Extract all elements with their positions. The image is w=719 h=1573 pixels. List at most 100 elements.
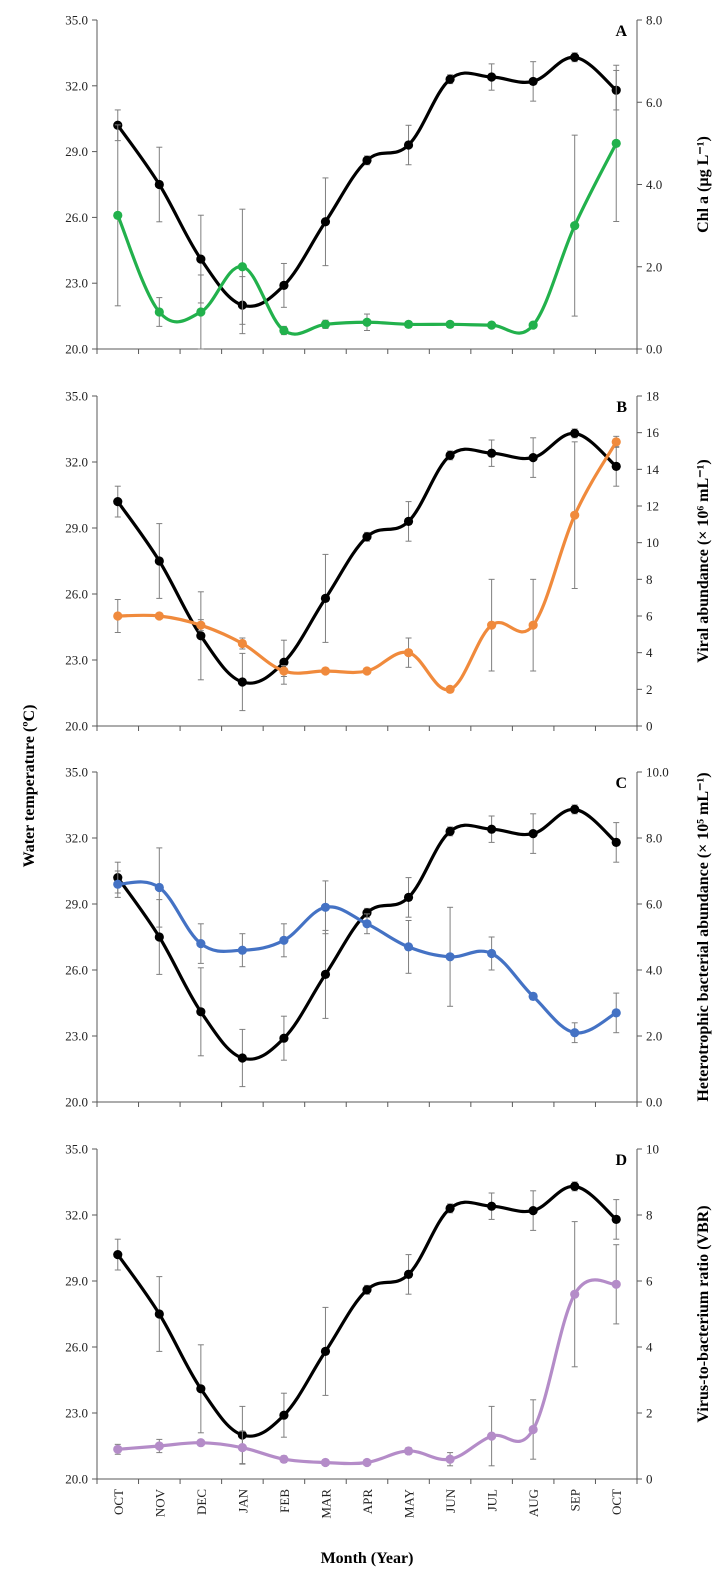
panel-c-point	[403, 942, 414, 952]
panel-letter: C	[615, 775, 627, 792]
panel-c: 20.0 23.0 26.0 29.0 32.0 35.0 0.0 2.0 4.0 6.0 8.0 1…	[65, 765, 712, 1110]
right-tick-label: 2	[646, 1406, 653, 1421]
panel-b-point	[403, 648, 414, 658]
temperature-point	[279, 1033, 289, 1043]
x-tick-label: APR	[360, 1489, 375, 1515]
temperature-point	[445, 1203, 455, 1213]
panel-d-point	[611, 1279, 621, 1289]
panel-d: 20.0 23.0 26.0 29.0 32.0 35.0 0 2 4 6 8 10 D Virus-to…	[65, 1142, 712, 1487]
temperature-point	[154, 556, 164, 566]
right-tick-label: 10	[646, 535, 659, 550]
right-y-axis-title: Viral abundance (× 10⁶ mL⁻¹)	[695, 459, 712, 662]
left-tick-label: 23.0	[65, 1029, 88, 1044]
panel-d-point	[403, 1446, 414, 1456]
right-tick-label: 4	[646, 645, 653, 660]
left-tick-label: 20.0	[65, 342, 88, 357]
temperature-point	[487, 824, 497, 834]
left-tick-label: 35.0	[65, 1142, 88, 1157]
panel-d-point	[237, 1443, 247, 1453]
left-tick-label: 23.0	[65, 653, 88, 668]
temperature-point	[279, 657, 289, 667]
temperature-point	[445, 826, 455, 837]
left-tick-label: 23.0	[65, 1406, 88, 1421]
left-tick-label: 26.0	[65, 963, 88, 978]
left-tick-label: 23.0	[65, 276, 88, 291]
panel-letter: B	[616, 399, 627, 416]
temperature-point	[528, 453, 538, 463]
panel-b-point	[487, 620, 497, 630]
temperature-point	[320, 593, 331, 604]
panel-a-point	[362, 317, 372, 327]
panel-d-point	[528, 1424, 538, 1435]
right-tick-label: 4	[646, 1340, 653, 1355]
temperature-point	[611, 1214, 621, 1224]
temperature-point	[362, 155, 372, 165]
panel-letter: D	[615, 1152, 627, 1169]
temperature-point	[362, 532, 372, 542]
temperature-point	[279, 1410, 289, 1420]
x-tick-label: SEP	[568, 1489, 583, 1511]
panel-b-point	[611, 437, 621, 447]
right-tick-label: 6.0	[646, 897, 662, 912]
panel-d-line	[117, 1278, 617, 1466]
panel-a-point	[487, 320, 497, 330]
right-tick-label: 8	[646, 1208, 653, 1223]
x-tick-label: MAY	[402, 1488, 417, 1518]
x-tick-label: FEB	[277, 1489, 292, 1513]
temperature-point	[403, 1269, 414, 1279]
left-tick-label: 29.0	[65, 521, 88, 536]
temperature-point	[487, 1201, 497, 1211]
right-tick-label: 2.0	[646, 259, 662, 274]
panel-c-point	[445, 952, 455, 962]
temperature-point	[487, 72, 497, 82]
left-tick-label: 32.0	[65, 831, 88, 846]
temperature-point	[154, 1309, 164, 1319]
panel-c-point	[320, 902, 331, 912]
temperature-line	[116, 431, 618, 685]
left-tick-label: 26.0	[65, 587, 88, 602]
panel-b-line	[117, 441, 618, 692]
panel-d-series	[113, 1221, 621, 1468]
temperature-point	[611, 461, 621, 471]
temperature-point	[403, 892, 414, 903]
temperature-point	[237, 1053, 247, 1063]
panel-a-point	[113, 210, 123, 220]
right-tick-label: 4.0	[646, 177, 662, 192]
temperature-line	[116, 55, 618, 308]
panel-a-point	[154, 307, 164, 317]
x-tick-label: JUN	[443, 1488, 458, 1512]
temperature-point	[487, 448, 497, 458]
right-tick-label: 10	[646, 1142, 659, 1157]
right-tick-label: 8	[646, 572, 653, 587]
panel-d-point	[487, 1431, 497, 1441]
left-tick-label: 26.0	[65, 1340, 88, 1355]
panel-a-point	[279, 325, 289, 336]
panel-d-point	[196, 1438, 206, 1448]
left-tick-label: 29.0	[65, 1274, 88, 1289]
temperature-point	[403, 140, 414, 150]
panel-a-point	[528, 320, 538, 330]
right-tick-label: 6	[646, 1274, 653, 1289]
temperature-line	[116, 1184, 618, 1438]
panel-a-point	[403, 319, 414, 329]
temperature-point	[528, 829, 538, 839]
left-tick-label: 20.0	[65, 719, 88, 734]
panel-d-point	[362, 1457, 372, 1468]
panel-a-point	[570, 221, 580, 231]
right-tick-label: 10.0	[646, 765, 669, 780]
left-y-axis-title: Water temperature (ºC)	[21, 705, 38, 868]
x-tick-label: AUG	[526, 1489, 541, 1517]
x-tick-label: NOV	[152, 1488, 167, 1517]
panel-d-point	[445, 1454, 455, 1464]
temperature-point	[196, 631, 206, 641]
panel-a-point	[196, 307, 206, 317]
panel-b-point	[445, 684, 455, 694]
left-tick-label: 26.0	[65, 210, 88, 225]
chart-panels: 20.023.026.029.032.035.00.02.04.06.08.0A…	[65, 13, 712, 1487]
temperature-point	[279, 280, 289, 290]
panel-c-series	[113, 847, 621, 1044]
panel-a-series	[113, 64, 621, 350]
panel-a-point	[237, 262, 247, 272]
x-tick-label: OCT	[111, 1489, 126, 1515]
